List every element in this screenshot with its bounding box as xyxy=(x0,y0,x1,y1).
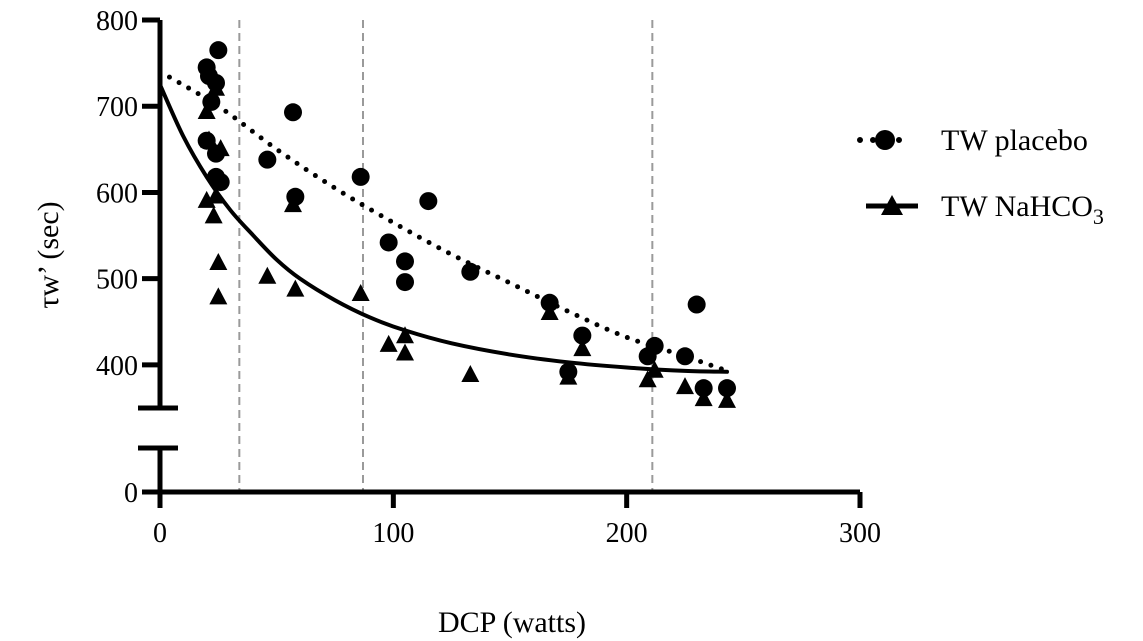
point-nahco3-4 xyxy=(204,206,223,224)
point-nahco3-19 xyxy=(573,339,592,357)
axes xyxy=(138,17,863,508)
point-nahco3-1 xyxy=(200,130,218,148)
x-axis-title: DCP (watts) xyxy=(438,606,586,639)
point-nahco3-0 xyxy=(197,102,216,120)
point-placebo-15 xyxy=(396,273,414,292)
point-nahco3-6 xyxy=(209,252,228,270)
data-markers xyxy=(197,41,736,408)
point-placebo-18 xyxy=(540,293,559,312)
point-nahco3-20 xyxy=(638,370,657,388)
point-nahco3-12 xyxy=(351,283,370,301)
point-nahco3-23 xyxy=(694,389,713,407)
fit-curve-nahco3 xyxy=(158,82,729,374)
y-tick-label-1: 400 xyxy=(96,351,138,382)
point-nahco3-24 xyxy=(718,390,736,408)
x-tick-label-3: 300 xyxy=(839,518,881,549)
point-nahco3-10 xyxy=(284,195,302,213)
legend-nahco3-subscript: 3 xyxy=(1093,204,1104,229)
point-nahco3-7 xyxy=(209,287,228,305)
y-axis-title: τw’ (sec) xyxy=(32,201,65,308)
point-placebo-12 xyxy=(351,167,370,186)
point-nahco3-3 xyxy=(197,190,216,208)
point-nahco3-18 xyxy=(559,367,578,385)
y-tick-label-2: 500 xyxy=(96,265,138,296)
point-placebo-8 xyxy=(211,173,230,192)
point-nahco3-8 xyxy=(211,139,230,157)
point-nahco3-15 xyxy=(396,343,414,361)
point-nahco3-13 xyxy=(379,334,398,352)
legend: TW placebo TW NaHCO3 xyxy=(857,124,1104,229)
point-nahco3-9 xyxy=(258,266,277,284)
x-tick-label-0: 0 xyxy=(153,518,167,549)
point-placebo-16 xyxy=(419,192,438,211)
point-placebo-24 xyxy=(687,295,706,314)
point-nahco3-17 xyxy=(540,302,559,320)
point-placebo-3 xyxy=(209,41,228,60)
point-nahco3-21 xyxy=(645,360,664,378)
point-nahco3-2 xyxy=(207,78,225,96)
fit-curves xyxy=(157,69,730,374)
point-nahco3-14 xyxy=(396,326,414,344)
point-placebo-9 xyxy=(258,150,277,169)
legend-nahco3-label: TW NaHCO3 xyxy=(941,190,1104,229)
y-tick-label-4: 700 xyxy=(96,92,138,123)
point-nahco3-22 xyxy=(676,377,694,395)
point-placebo-26 xyxy=(718,379,736,398)
legend-placebo-circle-marker xyxy=(875,130,895,150)
point-placebo-17 xyxy=(461,262,480,281)
y-tick-label-0: 0 xyxy=(124,478,138,509)
point-placebo-25 xyxy=(694,379,713,398)
tick-labels: 0 400 500 600 700 800 0 100 200 300 xyxy=(96,6,881,549)
point-placebo-13 xyxy=(379,233,398,252)
legend-nahco3-triangle-marker xyxy=(881,195,903,215)
fit-curve-placebo xyxy=(157,69,730,374)
point-placebo-23 xyxy=(676,347,694,366)
point-nahco3-5 xyxy=(207,186,225,204)
y-tick-label-5: 800 xyxy=(96,6,138,37)
reference-lines xyxy=(238,20,654,492)
x-tick-label-2: 200 xyxy=(606,518,648,549)
x-tick-label-1: 100 xyxy=(372,518,414,549)
point-placebo-10 xyxy=(284,103,302,122)
point-placebo-14 xyxy=(396,252,414,271)
legend-placebo-label: TW placebo xyxy=(941,124,1088,157)
legend-item-placebo: TW placebo xyxy=(857,124,1088,157)
point-placebo-20 xyxy=(573,326,592,345)
point-nahco3-16 xyxy=(461,365,480,383)
legend-item-nahco3: TW NaHCO3 xyxy=(866,190,1104,229)
point-nahco3-11 xyxy=(286,279,305,297)
point-placebo-22 xyxy=(645,336,664,355)
y-tick-label-3: 600 xyxy=(96,178,138,209)
